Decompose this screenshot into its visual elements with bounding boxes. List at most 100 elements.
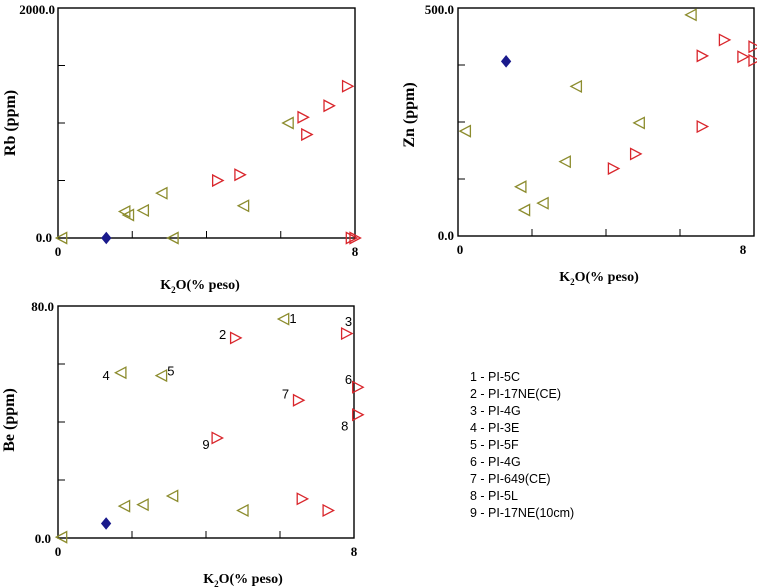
zn-point-triangle-right	[748, 53, 757, 68]
rb-point-triangle-left	[155, 186, 168, 200]
zn-point-triangle-left	[684, 8, 697, 22]
rb-point-triangle-right	[301, 127, 314, 142]
zn-tick-marks	[458, 64, 681, 236]
be-xlabel-rest: O(% peso)	[219, 572, 284, 587]
rb-x-axis-label: K2O(% peso)	[160, 278, 240, 295]
legend-item-2: 2 - PI-17NE(CE)	[470, 387, 561, 401]
zn-point-triangle-left	[458, 124, 472, 138]
be-point-triangle-right	[229, 331, 243, 345]
rb-plot-frame	[57, 7, 356, 239]
be-annotation-7: 7	[282, 386, 289, 401]
zn-point-triangle-left	[632, 116, 645, 130]
be-xlabel-sub: 2	[214, 579, 219, 588]
be-point-triangle-left	[136, 498, 149, 512]
be-point-triangle-right	[340, 326, 354, 341]
zn-ytick-top: 500.0	[425, 2, 454, 17]
be-y-axis-label: Be (ppm)	[1, 388, 18, 452]
zn-xlabel-main: K	[559, 270, 570, 285]
rb-ytick-top: 2000.0	[19, 2, 55, 17]
be-annotation-2: 2	[219, 327, 226, 342]
zn-point-triangle-right	[696, 49, 710, 63]
rb-point-triangle-left	[236, 199, 250, 213]
be-ytick-top: 80.0	[31, 299, 54, 314]
zn-point-triangle-right	[718, 33, 732, 47]
be-xtick-left: 0	[55, 544, 62, 559]
be-plot-frame	[57, 305, 355, 539]
legend-item-6: 6 - PI-4G	[470, 455, 521, 469]
zn-plot-frame	[457, 7, 755, 237]
zn-y-axis-label: Zn (ppm)	[401, 82, 418, 147]
zn-xlabel-rest: O(% peso)	[575, 270, 640, 285]
rb-point-triangle-left	[54, 231, 68, 245]
be-annotation-6: 6	[345, 372, 352, 387]
rb-point-triangle-right	[349, 231, 362, 245]
zn-point-triangle-right	[629, 147, 643, 161]
be-point-triangle-right	[352, 408, 365, 422]
be-point-triangle-left	[117, 499, 131, 513]
be-tick-marks	[58, 363, 281, 538]
be-annotation-8: 8	[341, 418, 348, 433]
legend-item-8: 8 - PI-5L	[470, 489, 518, 503]
be-annotation-1: 1	[289, 311, 296, 326]
zn-point-triangle-right	[696, 119, 710, 134]
be-point-triangle-left	[165, 489, 179, 503]
zn-point-triangle-right	[607, 161, 621, 176]
be-point-triangle-left	[276, 312, 290, 326]
legend-item-3: 3 - PI-4G	[470, 404, 521, 418]
zn-point-triangle-right	[737, 50, 750, 64]
rb-y-axis-label: Rb (ppm)	[2, 90, 19, 156]
be-point-triangle-left	[236, 503, 249, 518]
be-xtick-right: 8	[351, 544, 358, 559]
legend-item-4: 4 - PI-3E	[470, 421, 519, 435]
zn-point-triangle-left	[558, 155, 571, 169]
be-point-triangle-right	[352, 380, 365, 394]
rb-xtick-right: 8	[352, 244, 359, 259]
rb-xtick-left: 0	[55, 244, 62, 259]
rb-ytick-bottom: 0.0	[36, 230, 52, 245]
rb-point-triangle-right	[345, 231, 359, 245]
zn-point-triangle-left	[536, 196, 549, 210]
rb-point-triangle-right	[211, 173, 225, 188]
zn-x-axis-label: K2O(% peso)	[559, 270, 639, 287]
be-annotation-3: 3	[345, 314, 352, 329]
zn-ytick-bottom: 0.0	[438, 228, 454, 243]
legend-item-9: 9 - PI-17NE(10cm)	[470, 506, 574, 520]
be-xlabel-main: K	[203, 572, 214, 587]
rb-point-triangle-left	[121, 208, 135, 222]
zn-point-triangle-left	[517, 203, 531, 217]
rb-xlabel-rest: O(% peso)	[176, 278, 241, 293]
be-point-triangle-left	[54, 530, 68, 544]
zn-point-diamond	[500, 55, 512, 68]
rb-point-triangle-right	[323, 99, 336, 113]
panel-rb: 2000.0 0.0 0 8 Rb (ppm) K2O(% peso)	[2, 2, 362, 295]
rb-xlabel-main: K	[160, 278, 171, 293]
be-annotation-4: 4	[102, 368, 109, 383]
be-point-annotations: 1 2 3 4 5 6 7 8 9	[102, 311, 352, 452]
be-annotation-9: 9	[202, 437, 209, 452]
zn-xtick-right: 8	[740, 242, 747, 257]
be-ytick-bottom: 0.0	[35, 531, 51, 546]
panel-zn: 500.0 0.0 0 8 Zn (ppm) K2O(% peso)	[401, 2, 757, 287]
be-point-triangle-right	[292, 393, 306, 407]
rb-point-triangle-left	[281, 116, 294, 130]
zn-point-triangle-left	[569, 79, 583, 94]
be-point-triangle-left	[113, 366, 127, 380]
rb-markers	[54, 79, 362, 245]
legend-item-5: 5 - PI-5F	[470, 438, 519, 452]
zn-point-triangle-right	[748, 40, 757, 54]
zn-xtick-left: 0	[457, 242, 464, 257]
rb-point-triangle-right	[341, 79, 355, 93]
zn-point-triangle-left	[513, 180, 527, 194]
be-x-axis-label: K2O(% peso)	[203, 572, 283, 588]
be-point-triangle-right	[211, 431, 225, 445]
rb-point-triangle-left	[166, 231, 179, 245]
be-point-diamond	[100, 517, 112, 530]
be-point-triangle-right	[322, 503, 336, 518]
rb-point-diamond	[101, 231, 112, 245]
sample-legend: 1 - PI-5C 2 - PI-17NE(CE) 3 - PI-4G 4 - …	[470, 370, 574, 520]
zn-xlabel-sub: 2	[570, 277, 575, 287]
rb-xlabel-sub: 2	[171, 285, 176, 295]
be-point-triangle-left	[154, 369, 168, 383]
